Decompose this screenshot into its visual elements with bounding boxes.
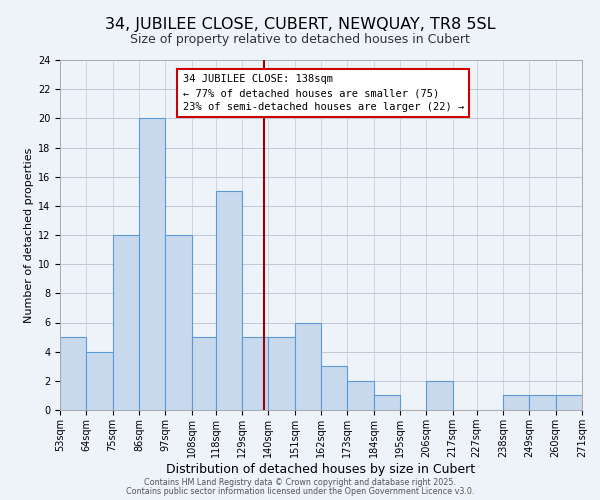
Bar xyxy=(242,337,268,410)
Bar xyxy=(347,381,374,410)
Bar xyxy=(60,337,86,410)
Bar xyxy=(321,366,347,410)
Bar xyxy=(113,235,139,410)
Bar xyxy=(295,322,321,410)
Bar xyxy=(503,396,529,410)
X-axis label: Distribution of detached houses by size in Cubert: Distribution of detached houses by size … xyxy=(166,462,476,475)
Bar xyxy=(529,396,556,410)
Text: 34 JUBILEE CLOSE: 138sqm
← 77% of detached houses are smaller (75)
23% of semi-d: 34 JUBILEE CLOSE: 138sqm ← 77% of detach… xyxy=(182,74,464,112)
Bar xyxy=(86,352,113,410)
Text: 34, JUBILEE CLOSE, CUBERT, NEWQUAY, TR8 5SL: 34, JUBILEE CLOSE, CUBERT, NEWQUAY, TR8 … xyxy=(105,18,495,32)
Bar xyxy=(191,337,215,410)
Text: Size of property relative to detached houses in Cubert: Size of property relative to detached ho… xyxy=(130,32,470,46)
Bar xyxy=(215,192,242,410)
Text: Contains HM Land Registry data © Crown copyright and database right 2025.: Contains HM Land Registry data © Crown c… xyxy=(144,478,456,487)
Bar xyxy=(374,396,400,410)
Bar xyxy=(268,337,295,410)
Text: Contains public sector information licensed under the Open Government Licence v3: Contains public sector information licen… xyxy=(126,487,474,496)
Bar xyxy=(139,118,166,410)
Bar xyxy=(427,381,452,410)
Bar xyxy=(556,396,582,410)
Y-axis label: Number of detached properties: Number of detached properties xyxy=(23,148,34,322)
Bar xyxy=(166,235,191,410)
